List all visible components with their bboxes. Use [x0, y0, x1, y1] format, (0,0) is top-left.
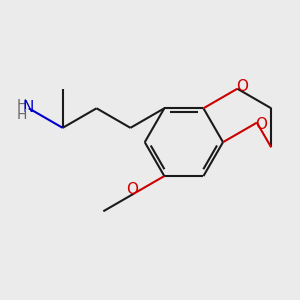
Text: O: O: [236, 79, 248, 94]
Text: N: N: [22, 100, 34, 115]
Text: O: O: [256, 117, 268, 132]
Text: O: O: [126, 182, 138, 197]
Text: H: H: [16, 98, 27, 112]
Text: H: H: [16, 108, 27, 122]
